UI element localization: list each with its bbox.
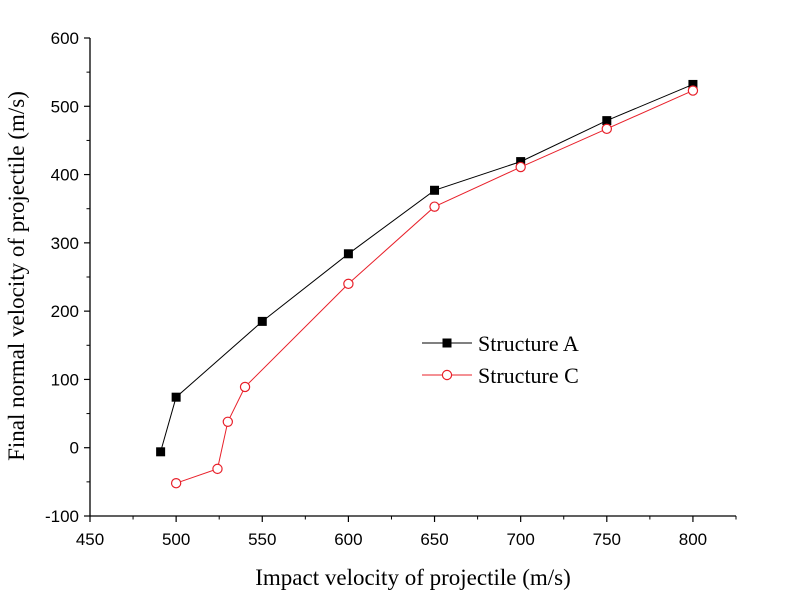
series-line bbox=[175, 90, 694, 484]
data-point bbox=[429, 201, 440, 212]
x-tick-label: 500 bbox=[162, 530, 190, 549]
y-tick-label: 200 bbox=[51, 302, 79, 321]
data-point bbox=[343, 249, 353, 259]
x-axis-ticks: 450 500 550 600 650 700 750 800 bbox=[76, 516, 737, 549]
data-point bbox=[257, 316, 267, 326]
x-tick-label: 700 bbox=[506, 530, 534, 549]
data-point bbox=[239, 381, 251, 393]
data-point bbox=[688, 79, 698, 89]
series-layer bbox=[156, 79, 699, 489]
y-tick-label: 100 bbox=[51, 370, 79, 389]
y-tick-label: 500 bbox=[51, 97, 79, 116]
data-point bbox=[222, 416, 234, 427]
data-point bbox=[515, 161, 526, 173]
y-tick-label: 300 bbox=[51, 234, 79, 253]
data-point bbox=[343, 278, 354, 290]
data-point bbox=[212, 463, 223, 475]
legend-marker bbox=[442, 338, 452, 348]
legend-item: Structure C bbox=[422, 363, 579, 388]
series-c bbox=[170, 85, 699, 489]
data-point bbox=[602, 116, 612, 126]
x-tick-label: 800 bbox=[679, 530, 707, 549]
series-a bbox=[156, 79, 698, 457]
legend: Structure A Structure C bbox=[422, 331, 579, 388]
x-tick-label: 550 bbox=[248, 530, 276, 549]
legend-label: Structure A bbox=[478, 331, 579, 356]
data-point bbox=[601, 123, 613, 135]
x-tick-label: 450 bbox=[76, 530, 104, 549]
x-tick-label: 750 bbox=[593, 530, 621, 549]
y-tick-label: 400 bbox=[51, 166, 79, 185]
y-tick-label: 0 bbox=[70, 439, 79, 458]
y-axis-ticks: -100 0 100 200 300 400 500 600 bbox=[45, 29, 90, 526]
data-point bbox=[687, 85, 699, 96]
x-axis-title: Impact velocity of projectile (m/s) bbox=[255, 565, 571, 590]
series-line bbox=[160, 83, 694, 452]
y-axis-title: Final normal velocity of projectile (m/s… bbox=[4, 91, 29, 461]
legend-marker bbox=[441, 369, 453, 381]
y-tick-label: 600 bbox=[51, 29, 79, 48]
data-point bbox=[430, 185, 440, 195]
y-tick-label: -100 bbox=[45, 507, 79, 526]
x-tick-label: 650 bbox=[420, 530, 448, 549]
data-point bbox=[156, 447, 166, 457]
data-point bbox=[171, 392, 181, 402]
legend-item: Structure A bbox=[422, 331, 579, 356]
x-tick-label: 600 bbox=[334, 530, 362, 549]
data-point bbox=[516, 157, 526, 167]
legend-label: Structure C bbox=[478, 363, 579, 388]
axes bbox=[89, 38, 736, 517]
data-point bbox=[170, 478, 182, 489]
